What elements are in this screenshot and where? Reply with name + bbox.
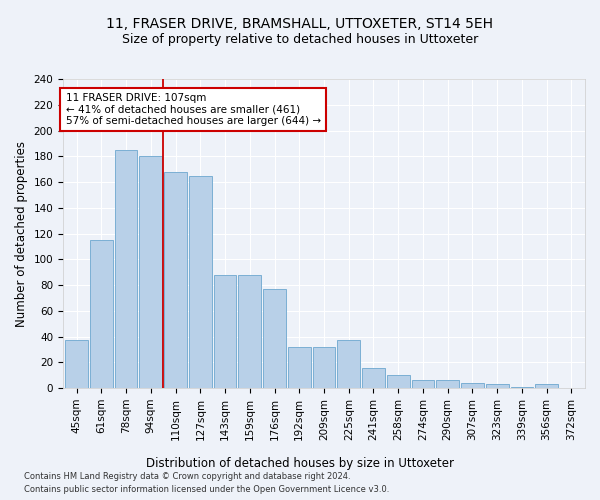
Bar: [535, 384, 558, 388]
Bar: [189, 176, 212, 388]
Bar: [387, 376, 410, 388]
Bar: [461, 383, 484, 388]
Bar: [139, 156, 162, 388]
Bar: [90, 240, 113, 388]
Text: 11 FRASER DRIVE: 107sqm
← 41% of detached houses are smaller (461)
57% of semi-d: 11 FRASER DRIVE: 107sqm ← 41% of detache…: [65, 93, 321, 126]
Text: Size of property relative to detached houses in Uttoxeter: Size of property relative to detached ho…: [122, 32, 478, 46]
Bar: [511, 387, 533, 388]
Bar: [362, 368, 385, 388]
Bar: [436, 380, 459, 388]
Bar: [313, 347, 335, 388]
Bar: [115, 150, 137, 388]
Bar: [337, 340, 360, 388]
Text: 11, FRASER DRIVE, BRAMSHALL, UTTOXETER, ST14 5EH: 11, FRASER DRIVE, BRAMSHALL, UTTOXETER, …: [107, 18, 493, 32]
Bar: [164, 172, 187, 388]
Y-axis label: Number of detached properties: Number of detached properties: [15, 140, 28, 326]
Text: Distribution of detached houses by size in Uttoxeter: Distribution of detached houses by size …: [146, 458, 454, 470]
Bar: [65, 340, 88, 388]
Bar: [238, 275, 261, 388]
Bar: [263, 289, 286, 388]
Text: Contains public sector information licensed under the Open Government Licence v3: Contains public sector information licen…: [24, 484, 389, 494]
Bar: [486, 384, 509, 388]
Bar: [214, 275, 236, 388]
Bar: [412, 380, 434, 388]
Text: Contains HM Land Registry data © Crown copyright and database right 2024.: Contains HM Land Registry data © Crown c…: [24, 472, 350, 481]
Bar: [288, 347, 311, 388]
